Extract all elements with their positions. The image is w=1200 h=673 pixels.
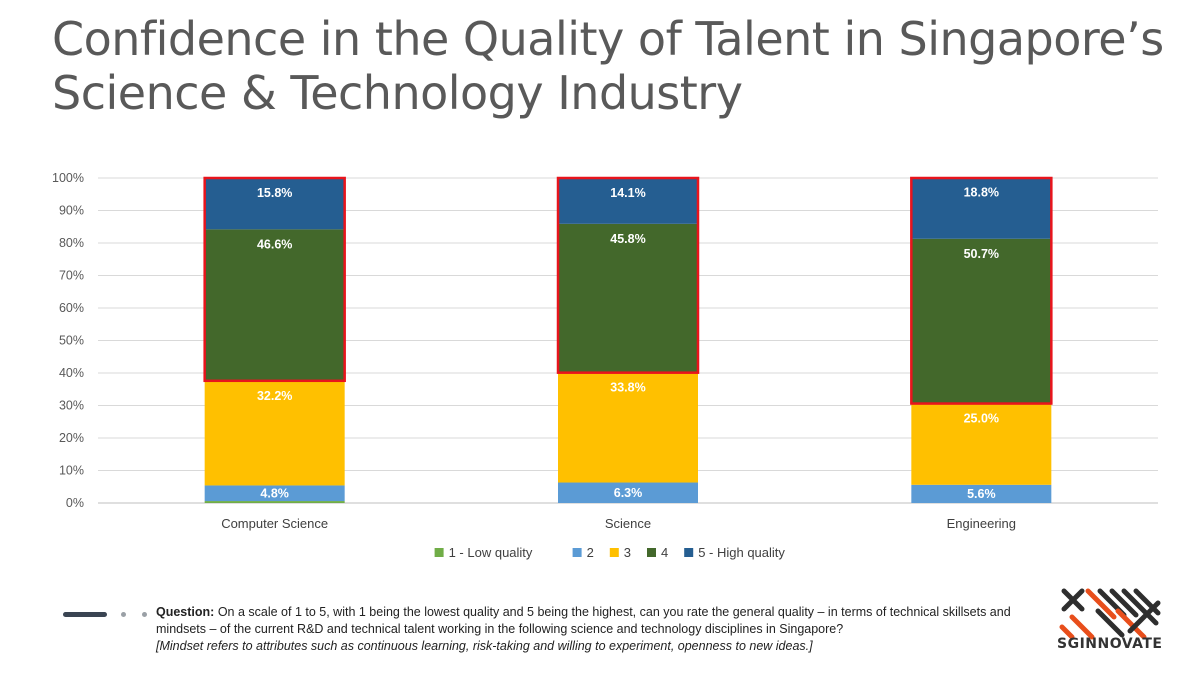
data-label: 33.8% — [610, 381, 645, 395]
bar-segment — [204, 229, 345, 381]
y-tick-label: 20% — [59, 431, 84, 445]
x-category-label: Computer Science — [221, 516, 328, 531]
bar-segment — [558, 178, 698, 224]
bar-segment — [204, 178, 345, 230]
slide-progress-dash — [63, 612, 107, 617]
highlight-box — [910, 176, 1053, 405]
legend-label: 1 - Low quality — [449, 545, 533, 560]
legend-label: 4 — [661, 545, 668, 560]
y-tick-label: 50% — [59, 334, 84, 348]
x-category-label: Engineering — [947, 516, 1016, 531]
legend-swatch — [572, 548, 582, 557]
data-label: 25.0% — [964, 412, 999, 426]
y-tick-label: 30% — [59, 399, 84, 413]
y-tick-label: 0% — [66, 496, 84, 510]
bar-segment — [204, 380, 345, 486]
bar-segment — [911, 177, 1052, 239]
bar-segment — [204, 501, 345, 503]
bar-segment — [558, 482, 698, 503]
slide-progress-dot — [142, 612, 147, 617]
question-text: On a scale of 1 to 5, with 1 being the l… — [156, 605, 1011, 636]
sginnovate-logo — [1059, 588, 1161, 640]
y-tick-label: 90% — [59, 204, 84, 218]
y-tick-label: 10% — [59, 464, 84, 478]
stacked-bar-chart: 0% 10% 20% 30% 40% 50% 60% 70% 80% 90% 100% 4.8% 32.… — [52, 171, 1158, 560]
data-label: 32.2% — [257, 389, 292, 403]
legend-swatch — [434, 548, 444, 557]
bar-segment — [911, 403, 1052, 485]
legend-swatch — [647, 548, 656, 557]
y-tick-label: 40% — [59, 366, 84, 380]
question-label: Question: — [156, 605, 215, 619]
data-label: 46.6% — [257, 237, 292, 251]
data-label: 4.8% — [260, 486, 289, 500]
legend-label: 2 — [587, 545, 594, 560]
bar-segment — [558, 372, 698, 483]
x-category-label: Science — [605, 516, 651, 531]
data-label: 18.8% — [964, 186, 999, 200]
y-tick-label: 70% — [59, 269, 84, 283]
y-tick-label: 60% — [59, 301, 84, 315]
legend-label: 5 - High quality — [698, 545, 785, 560]
title-line-1: Confidence in the Quality of Talent in S… — [52, 12, 1164, 66]
legend-label: 3 — [624, 545, 631, 560]
data-label: 5.6% — [967, 487, 996, 501]
legend-swatch — [609, 548, 619, 557]
question-note: [Mindset refers to attributes such as co… — [156, 639, 813, 653]
slide-progress-dot — [121, 612, 126, 617]
data-label: 14.1% — [610, 186, 645, 200]
survey-question: Question: On a scale of 1 to 5, with 1 b… — [156, 604, 1036, 655]
data-label: 6.3% — [614, 486, 643, 500]
data-label: 15.8% — [257, 186, 292, 200]
legend-swatch — [684, 548, 694, 557]
bar-segment — [911, 238, 1052, 404]
data-label: 45.8% — [610, 232, 645, 246]
page-title: Confidence in the Quality of Talent in S… — [52, 12, 1172, 120]
highlight-box — [556, 176, 700, 374]
data-label: 50.7% — [964, 247, 999, 261]
bar-segment — [204, 485, 345, 502]
bar-segment — [558, 223, 698, 373]
highlight-box — [203, 176, 346, 383]
y-tick-label: 80% — [59, 236, 84, 250]
logo-wordmark: SGINNOVATE — [1057, 636, 1163, 652]
title-line-2: Science & Technology Industry — [52, 66, 743, 120]
bar-segment — [911, 484, 1052, 503]
y-tick-label: 100% — [52, 171, 84, 185]
